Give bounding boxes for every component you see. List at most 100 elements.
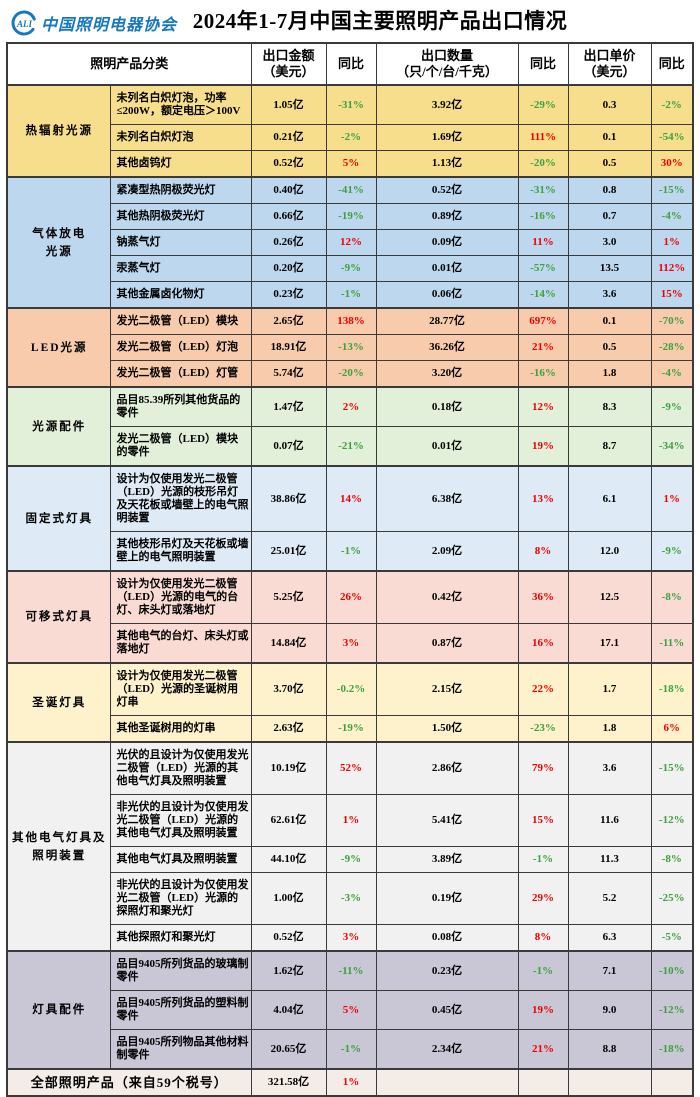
amount-yoy-cell: -9% bbox=[325, 846, 377, 873]
header-price-yoy: 同比 bbox=[650, 42, 694, 86]
table-header: 照明产品分类 出口金额 （美元） 同比 出口数量 （只/个/台/千克） 同比 出… bbox=[6, 42, 694, 86]
qty-cell: 2.09亿 bbox=[375, 531, 519, 572]
total-amount-yoy-cell: 1% bbox=[325, 1068, 377, 1097]
amount-yoy-cell: 5% bbox=[325, 150, 377, 178]
price-cell: 0.5 bbox=[567, 150, 652, 178]
qty-yoy-cell: 29% bbox=[517, 872, 569, 925]
qty-yoy-cell: 21% bbox=[517, 1029, 569, 1070]
amount-cell: 18.91亿 bbox=[250, 334, 327, 361]
table-row: 其他电气灯具及照明装置 44.10亿 -9% 3.89亿 -1% 11.3 -8% bbox=[6, 846, 694, 873]
table-row: 热辐射光源 未列名白炽灯泡，功率≤200W，额定电压＞100V 1.05亿 -31% 3… bbox=[6, 84, 694, 178]
table-row: 其他卤钨灯 0.52亿 5% 1.13亿 -20% 0.5 30% bbox=[6, 150, 694, 178]
amount-cell: 5.74亿 bbox=[250, 360, 327, 388]
amount-yoy-cell: 12% bbox=[325, 229, 377, 256]
amount-yoy-cell: 138% bbox=[325, 307, 377, 335]
qty-cell: 0.87亿 bbox=[375, 623, 519, 664]
qty-yoy-cell: 16% bbox=[517, 623, 569, 664]
product-cell: 品目9405所列货品的玻璃制零件 bbox=[110, 950, 252, 991]
qty-cell: 1.13亿 bbox=[375, 150, 519, 178]
qty-yoy-cell: 13% bbox=[517, 465, 569, 532]
qty-yoy-cell: -23% bbox=[517, 715, 569, 743]
price-yoy-cell: -9% bbox=[650, 531, 694, 572]
amount-yoy-cell: 1% bbox=[325, 794, 377, 847]
qty-yoy-cell: 19% bbox=[517, 426, 569, 467]
product-cell: 钠蒸气灯 bbox=[110, 229, 252, 256]
amount-yoy-cell: 3% bbox=[325, 623, 377, 664]
qty-yoy-cell: -1% bbox=[517, 846, 569, 873]
amount-cell: 2.65亿 bbox=[250, 307, 327, 335]
category-cell: 圣诞灯具 bbox=[6, 662, 112, 743]
amount-cell: 1.05亿 bbox=[250, 84, 327, 125]
table-row: 光源配件 品目85.39所列其他货品的零件 1.47亿 2% 0.18亿 12% 8.3 -9… bbox=[6, 386, 694, 467]
price-cell: 0.7 bbox=[567, 203, 652, 230]
table-body: 热辐射光源 未列名白炽灯泡，功率≤200W，额定电压＞100V 1.05亿 -31% 3… bbox=[6, 84, 694, 1097]
qty-yoy-cell: -14% bbox=[517, 281, 569, 309]
table-row: 汞蒸气灯 0.20亿 -9% 0.01亿 -57% 13.5 112% bbox=[6, 255, 694, 282]
amount-cell: 14.84亿 bbox=[250, 623, 327, 664]
qty-yoy-cell: -1% bbox=[517, 950, 569, 991]
price-yoy-cell: -2% bbox=[650, 84, 694, 125]
amount-cell: 4.04亿 bbox=[250, 990, 327, 1030]
qty-yoy-cell: -29% bbox=[517, 84, 569, 125]
price-yoy-cell: -34% bbox=[650, 426, 694, 467]
qty-yoy-cell: -16% bbox=[517, 203, 569, 230]
qty-cell: 0.08亿 bbox=[375, 924, 519, 952]
price-cell: 0.3 bbox=[567, 84, 652, 125]
qty-yoy-cell: 19% bbox=[517, 990, 569, 1030]
qty-yoy-cell: 697% bbox=[517, 307, 569, 335]
category-cell: 可移式灯具 bbox=[6, 570, 112, 664]
amount-yoy-cell: -31% bbox=[325, 84, 377, 125]
amount-cell: 2.63亿 bbox=[250, 715, 327, 743]
qty-cell: 0.52亿 bbox=[375, 176, 519, 204]
qty-yoy-cell: 21% bbox=[517, 334, 569, 361]
price-cell: 3.6 bbox=[567, 281, 652, 309]
amount-cell: 0.21亿 bbox=[250, 124, 327, 151]
product-cell: 其他卤钨灯 bbox=[110, 150, 252, 178]
table-row: 发光二极管（LED）模块的零件 0.07亿 -21% 0.01亿 19% 8.7 -34% bbox=[6, 426, 694, 467]
amount-yoy-cell: -1% bbox=[325, 281, 377, 309]
table-row: 发光二极管（LED）灯管 5.74亿 -20% 3.20亿 -16% 1.8 -4% bbox=[6, 360, 694, 388]
price-yoy-cell: -4% bbox=[650, 203, 694, 230]
price-yoy-cell: -15% bbox=[650, 176, 694, 204]
price-cell: 6.3 bbox=[567, 924, 652, 952]
table-row: 钠蒸气灯 0.26亿 12% 0.09亿 11% 3.0 1% bbox=[6, 229, 694, 256]
price-cell: 8.3 bbox=[567, 386, 652, 427]
total-price-cell bbox=[567, 1068, 652, 1097]
product-cell: 未列名白炽灯泡 bbox=[110, 124, 252, 151]
category-cell: LED光源 bbox=[6, 307, 112, 388]
qty-cell: 0.42亿 bbox=[375, 570, 519, 624]
price-cell: 6.1 bbox=[567, 465, 652, 532]
qty-yoy-cell: 22% bbox=[517, 662, 569, 716]
qty-yoy-cell: 12% bbox=[517, 386, 569, 427]
price-cell: 12.5 bbox=[567, 570, 652, 624]
amount-yoy-cell: 52% bbox=[325, 741, 377, 795]
table-row: 圣诞灯具 设计为仅使用发光二极管（LED）光源的圣诞树用灯串 3.70亿 -0.2% 2… bbox=[6, 662, 694, 743]
amount-cell: 1.00亿 bbox=[250, 872, 327, 925]
price-yoy-cell: 1% bbox=[650, 229, 694, 256]
export-table: 照明产品分类 出口金额 （美元） 同比 出口数量 （只/个/台/千克） 同比 出… bbox=[5, 42, 694, 1097]
price-yoy-cell: -11% bbox=[650, 623, 694, 664]
amount-cell: 0.66亿 bbox=[250, 203, 327, 230]
price-cell: 9.0 bbox=[567, 990, 652, 1030]
amount-yoy-cell: -41% bbox=[325, 176, 377, 204]
qty-cell: 36.26亿 bbox=[375, 334, 519, 361]
total-amount-cell: 321.58亿 bbox=[250, 1068, 327, 1097]
total-price-yoy-cell bbox=[650, 1068, 694, 1097]
header-category: 照明产品分类 bbox=[6, 42, 252, 86]
category-cell: 气体放电 光源 bbox=[6, 176, 112, 309]
qty-cell: 0.89亿 bbox=[375, 203, 519, 230]
table-row: 品目9405所列货品的塑料制零件 4.04亿 5% 0.45亿 19% 9.0 -12% bbox=[6, 990, 694, 1030]
amount-yoy-cell: 26% bbox=[325, 570, 377, 624]
price-cell: 8.8 bbox=[567, 1029, 652, 1070]
header-qty: 出口数量 （只/个/台/千克） bbox=[375, 42, 519, 86]
table-row: 未列名白炽灯泡 0.21亿 -2% 1.69亿 111% 0.1 -54% bbox=[6, 124, 694, 151]
price-yoy-cell: -9% bbox=[650, 386, 694, 427]
amount-yoy-cell: -0.2% bbox=[325, 662, 377, 716]
product-cell: 光伏的且设计为仅使用发光二极管（LED）光源的其他电气灯具及照明装置 bbox=[110, 741, 252, 795]
amount-cell: 25.01亿 bbox=[250, 531, 327, 572]
price-yoy-cell: -8% bbox=[650, 846, 694, 873]
price-cell: 1.7 bbox=[567, 662, 652, 716]
price-yoy-cell: 30% bbox=[650, 150, 694, 178]
amount-yoy-cell: -9% bbox=[325, 255, 377, 282]
amount-yoy-cell: 14% bbox=[325, 465, 377, 532]
